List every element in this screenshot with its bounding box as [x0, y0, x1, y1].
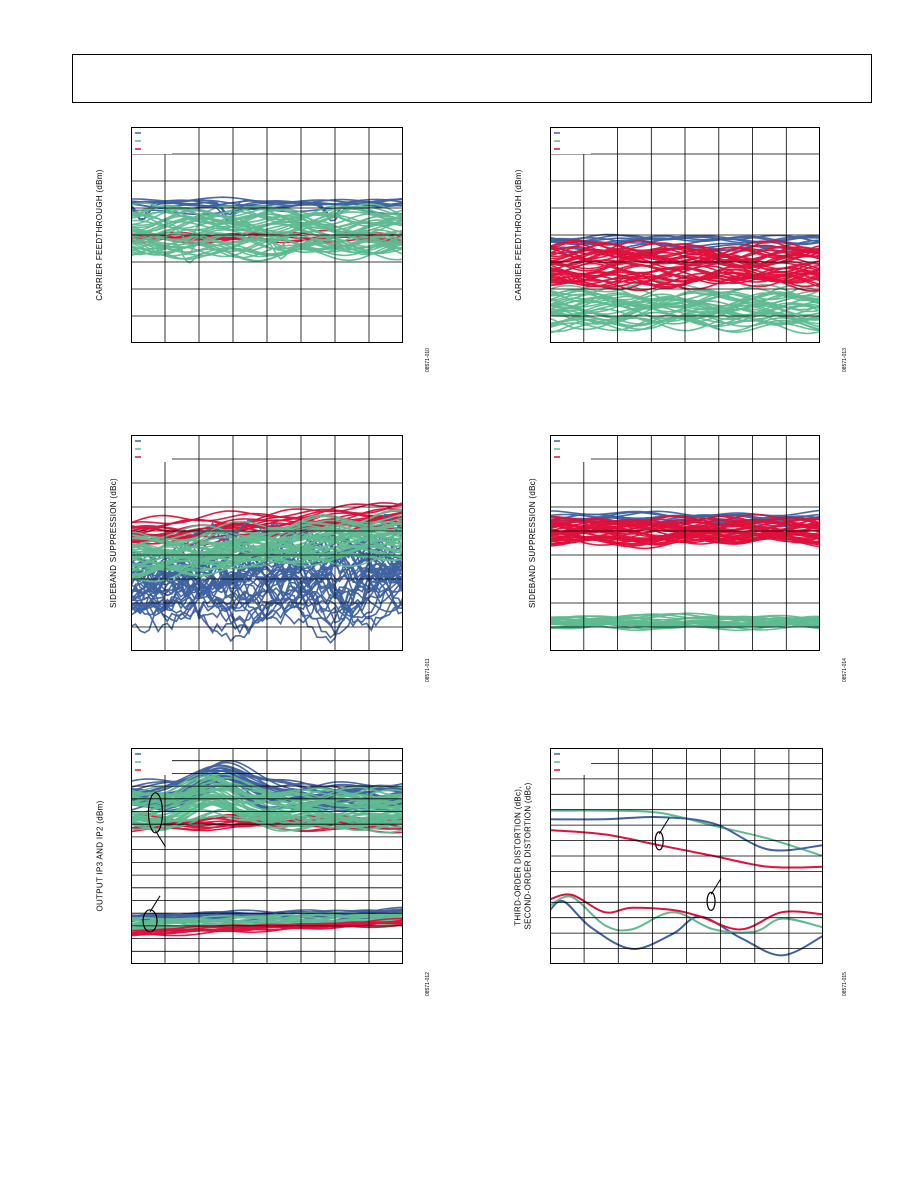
annotation-pointer — [658, 817, 670, 835]
distortion-curve-blue — [550, 899, 823, 957]
figure-id: 08571-011 — [425, 658, 431, 682]
figure-id: 08571-014 — [842, 658, 848, 682]
figure-id: 08571-013 — [842, 348, 848, 372]
chart-2-plot — [550, 127, 820, 343]
chart-3-plot — [131, 435, 403, 651]
plot-frame — [131, 748, 403, 964]
annotation-ellipse — [147, 792, 164, 834]
plot-frame — [131, 127, 403, 343]
chart-4-plot — [550, 435, 820, 651]
figure-id: 08571-015 — [842, 972, 848, 996]
y-axis-label: THIRD-ORDER DISTORTION (dBc), SECOND-ORD… — [513, 782, 533, 930]
annotation-ellipse — [706, 891, 716, 911]
y-axis-label: CARRIER FEEDTHROUGH (dBm) — [513, 169, 523, 301]
chart-5-plot — [131, 748, 403, 964]
chart-6-plot — [550, 748, 823, 964]
annotation-ellipse — [142, 909, 158, 933]
distortion-curve-red — [550, 893, 823, 931]
y-axis-label: SIDEBAND SUPPRESSION (dBc) — [109, 477, 119, 609]
plot-frame — [550, 127, 820, 343]
plot-frame — [131, 435, 403, 651]
plot-frame — [550, 748, 823, 964]
y-axis-label: OUTPUT IP3 AND IP2 (dBm) — [95, 800, 105, 912]
annotation-pointer — [155, 830, 166, 848]
figure-id: 08571-012 — [425, 972, 431, 996]
figure-id: 08571-010 — [425, 348, 431, 372]
page-header-box — [72, 54, 872, 103]
plot-frame — [550, 435, 820, 651]
distortion-curve-green — [550, 895, 823, 934]
chart-1-plot — [131, 127, 403, 343]
y-axis-label: SIDEBAND SUPPRESSION (dBc) — [528, 477, 538, 609]
annotation-pointer — [710, 878, 722, 895]
annotation-pointer — [149, 895, 161, 913]
y-axis-label: CARRIER FEEDTHROUGH (dBm) — [94, 169, 104, 301]
